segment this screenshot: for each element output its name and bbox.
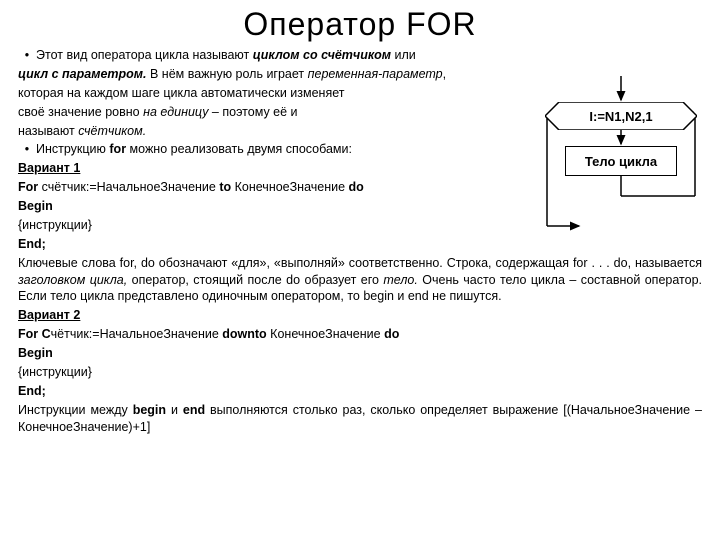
text-b: for xyxy=(109,142,126,156)
rect-node: Тело цикла xyxy=(565,146,677,176)
slide-title: Оператор FOR xyxy=(0,6,720,43)
text: , xyxy=(443,67,446,81)
code-line: Begin xyxy=(18,345,702,362)
hex-label: I:=N1,N2,1 xyxy=(545,102,697,130)
text-i: счётчиком. xyxy=(78,124,146,138)
text: чётчик:=НачальноеЗначение xyxy=(51,327,223,341)
text: КонечноеЗначение xyxy=(267,327,384,341)
text: Инструкции между xyxy=(18,403,133,417)
bullet-dot: • xyxy=(18,47,36,64)
text: или xyxy=(391,48,416,62)
text: счётчик:=НачальноеЗначение xyxy=(42,180,220,194)
text-b: For xyxy=(18,180,42,194)
hex-node: I:=N1,N2,1 xyxy=(545,102,697,130)
text: можно реализовать двумя способами: xyxy=(126,142,352,156)
text-b: begin xyxy=(133,403,166,417)
text-bi: циклом со счётчиком xyxy=(253,48,391,62)
bullet-1: • Этот вид оператора цикла называют цикл… xyxy=(18,47,702,64)
text: оператор, стоящий после do образует его xyxy=(127,273,383,287)
text-b: to xyxy=(219,180,231,194)
text-i: переменная-параметр xyxy=(308,67,443,81)
text: В нём важную роль играет xyxy=(147,67,308,81)
code-line: {инструкции} xyxy=(18,364,702,381)
text: КонечноеЗначение xyxy=(231,180,348,194)
text-b: end xyxy=(183,403,205,417)
text: – поэтому её и xyxy=(208,105,297,119)
text: называют xyxy=(18,124,78,138)
paragraph: Ключевые слова for, do обозначают «для»,… xyxy=(18,255,702,306)
code-line: For Счётчик:=НачальноеЗначение downto Ко… xyxy=(18,326,702,343)
flowchart: I:=N1,N2,1 Тело цикла xyxy=(545,76,700,246)
text-bi: цикл с параметром. xyxy=(18,67,147,81)
bullet-dot: • xyxy=(18,141,36,158)
text-b: downto xyxy=(222,327,266,341)
text-i: на единицу xyxy=(143,105,208,119)
text-b: For С xyxy=(18,327,51,341)
variant2-heading: Вариант 2 xyxy=(18,307,702,324)
text: и xyxy=(166,403,183,417)
text: Этот вид оператора цикла называют xyxy=(36,48,253,62)
text: Ключевые слова for, do обозначают «для»,… xyxy=(18,256,702,270)
text-i: тело. xyxy=(383,273,417,287)
text-b: do xyxy=(349,180,364,194)
text: своё значение ровно xyxy=(18,105,143,119)
code-line: End; xyxy=(18,383,702,400)
text: Инструкцию xyxy=(36,142,109,156)
text-i: заголовком цикла, xyxy=(18,273,127,287)
paragraph: Инструкции между begin и end выполняются… xyxy=(18,402,702,436)
text-b: do xyxy=(384,327,399,341)
